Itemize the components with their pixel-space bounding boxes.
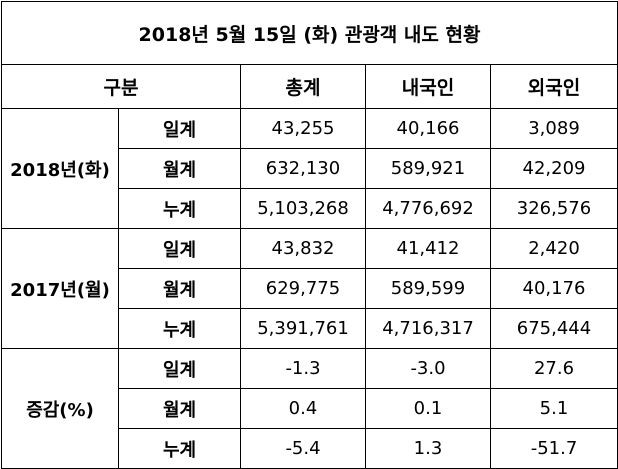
row-label: 누계 [118, 308, 241, 349]
value-cell: 326,576 [490, 188, 618, 229]
data-row: 누계 5,391,761 4,716,317 675,444 [2, 308, 618, 349]
data-row: 월계 629,775 589,599 40,176 [2, 268, 618, 309]
value-cell: 589,599 [365, 268, 491, 309]
row-label: 누계 [118, 188, 241, 229]
row-label: 일계 [118, 348, 241, 389]
value-cell: 42,209 [490, 148, 618, 189]
header-cell: 내국인 [365, 64, 491, 109]
value-cell: 0.1 [365, 388, 491, 429]
value-cell: 40,166 [365, 108, 491, 149]
row-label: 월계 [118, 148, 241, 189]
row-label: 누계 [118, 428, 241, 469]
value-cell: 2,420 [490, 228, 618, 269]
data-row: 월계 632,130 589,921 42,209 [2, 148, 618, 189]
header-cell: 구분 [1, 64, 241, 109]
value-cell: -1.3 [240, 348, 366, 389]
row-label: 일계 [118, 108, 241, 149]
value-cell: 3,089 [490, 108, 618, 149]
header-cell: 외국인 [490, 64, 618, 109]
row-label: 일계 [118, 228, 241, 269]
value-cell: 43,832 [240, 228, 366, 269]
group-label: 증감(%) [1, 348, 119, 469]
value-cell: 632,130 [240, 148, 366, 189]
value-cell: 5,391,761 [240, 308, 366, 349]
value-cell: 5,103,268 [240, 188, 366, 229]
header-row: 구분 총계 내국인 외국인 [1, 64, 618, 109]
value-cell: 5.1 [490, 388, 618, 429]
table-title: 2018년 5월 15일 (화) 관광객 내도 현황 [1, 1, 618, 65]
data-row: 2017년(월) 일계 43,832 41,412 2,420 [1, 228, 618, 349]
value-cell: 589,921 [365, 148, 491, 189]
title-row: 2018년 5월 15일 (화) 관광객 내도 현황 [1, 1, 618, 65]
group-label: 2018년(화) [1, 108, 119, 229]
row-label: 월계 [118, 268, 241, 309]
row-label: 월계 [118, 388, 241, 429]
data-row: 증감(%) 일계 -1.3 -3.0 27.6 [1, 348, 618, 469]
value-cell: 4,776,692 [365, 188, 491, 229]
value-cell: 4,716,317 [365, 308, 491, 349]
value-cell: -5.4 [240, 428, 366, 469]
value-cell: 1.3 [365, 428, 491, 469]
data-row: 월계 0.4 0.1 5.1 [2, 388, 618, 429]
value-cell: 40,176 [490, 268, 618, 309]
data-row: 누계 5,103,268 4,776,692 326,576 [2, 188, 618, 229]
value-cell: 27.6 [490, 348, 618, 389]
value-cell: -51.7 [490, 428, 618, 469]
value-cell: 675,444 [490, 308, 618, 349]
group-label: 2017년(월) [1, 228, 119, 349]
value-cell: 0.4 [240, 388, 366, 429]
value-cell: 629,775 [240, 268, 366, 309]
data-row: 2018년(화) 일계 43,255 40,166 3,089 [1, 108, 618, 229]
data-row: 누계 -5.4 1.3 -51.7 [2, 428, 618, 469]
value-cell: 41,412 [365, 228, 491, 269]
value-cell: -3.0 [365, 348, 491, 389]
header-cell: 총계 [240, 64, 366, 109]
value-cell: 43,255 [240, 108, 366, 149]
